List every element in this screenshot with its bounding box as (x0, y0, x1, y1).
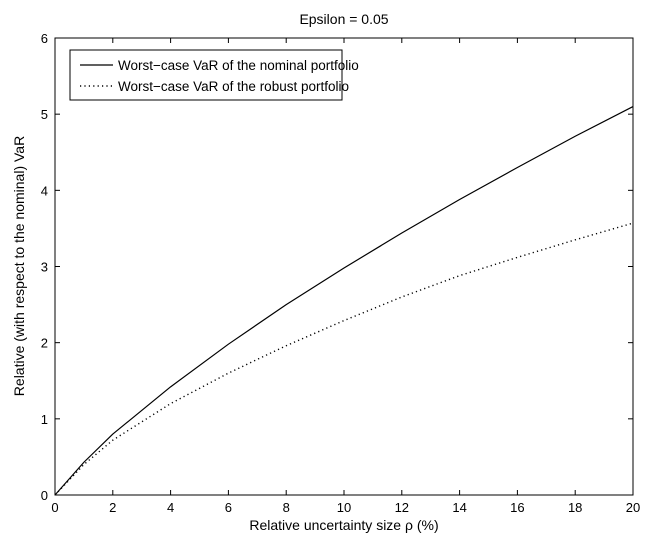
x-axis-label: Relative uncertainty size ρ (%) (249, 517, 438, 533)
y-tick-label: 1 (41, 412, 48, 427)
y-tick-label: 6 (41, 31, 48, 46)
y-tick-label: 3 (41, 260, 48, 275)
y-axis-label: Relative (with respect to the nominal) V… (11, 136, 27, 396)
plot-frame (54, 37, 634, 496)
y-tick-label: 2 (41, 336, 48, 351)
x-tick-label: 8 (283, 500, 290, 515)
y-tick-label: 5 (41, 107, 48, 122)
series-layer (54, 106, 634, 496)
x-tick-label: 18 (568, 500, 582, 515)
x-tick-label: 14 (452, 500, 466, 515)
series-line-nominal (54, 106, 634, 496)
legend-label-nominal: Worst−case VaR of the nominal portfolio (118, 58, 359, 73)
legend: Worst−case VaR of the nominal portfolio … (69, 49, 359, 101)
legend-box (69, 49, 343, 101)
series-line-robust (54, 222, 634, 496)
y-tick-label: 4 (41, 183, 48, 198)
x-tick-label: 2 (109, 500, 116, 515)
x-tick-label: 20 (626, 500, 640, 515)
x-tick-label: 6 (225, 500, 232, 515)
x-tick-label: 16 (510, 500, 524, 515)
x-tick-label: 12 (395, 500, 409, 515)
x-tick-label: 4 (167, 500, 174, 515)
x-tick-label: 10 (337, 500, 351, 515)
x-tick-label: 0 (51, 500, 58, 515)
legend-label-robust: Worst−case VaR of the robust portfolio (118, 79, 349, 94)
y-axis-ticks: 0 1 2 3 4 5 6 (41, 31, 633, 503)
chart-title: Epsilon = 0.05 (299, 11, 388, 27)
y-tick-label: 0 (41, 488, 48, 503)
x-axis-ticks: 0 2 4 6 8 10 12 14 16 18 20 (51, 38, 640, 515)
